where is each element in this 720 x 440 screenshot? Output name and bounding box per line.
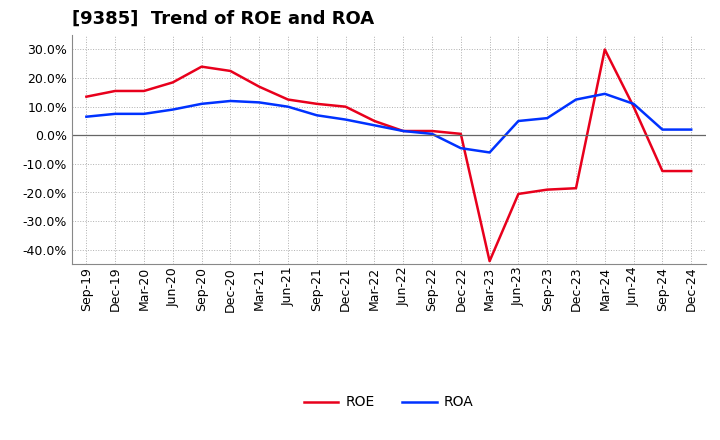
ROE [255,84,264,89]
ROA [370,123,379,128]
ROE [456,131,465,136]
ROA [600,91,609,96]
ROA [456,146,465,151]
ROA [428,131,436,136]
Text: [9385]  Trend of ROE and ROA: [9385] Trend of ROE and ROA [72,10,374,28]
Line: ROA: ROA [86,94,691,153]
ROA [629,101,638,106]
ROE [341,104,350,109]
ROE [399,128,408,134]
Line: ROE: ROE [86,49,691,261]
ROE [658,169,667,174]
ROE [485,258,494,264]
ROA [399,128,408,134]
ROE [197,64,206,69]
ROA [572,97,580,102]
ROA [226,98,235,103]
ROA [255,100,264,105]
ROA [140,111,148,117]
ROE [226,68,235,73]
ROA [197,101,206,106]
ROA [341,117,350,122]
ROA [514,118,523,124]
ROE [111,88,120,94]
ROA [111,111,120,117]
ROE [370,118,379,124]
ROE [168,80,177,85]
ROA [312,113,321,118]
ROA [168,107,177,112]
ROE [543,187,552,192]
ROA [82,114,91,119]
ROE [687,169,696,174]
ROE [428,128,436,134]
ROE [600,47,609,52]
ROA [284,104,292,109]
ROE [284,97,292,102]
ROE [82,94,91,99]
ROA [485,150,494,155]
ROE [312,101,321,106]
ROE [629,104,638,109]
ROE [140,88,148,94]
Legend: ROE, ROA: ROE, ROA [298,390,480,415]
ROA [687,127,696,132]
ROA [543,115,552,121]
ROE [514,191,523,197]
ROA [658,127,667,132]
ROE [572,186,580,191]
